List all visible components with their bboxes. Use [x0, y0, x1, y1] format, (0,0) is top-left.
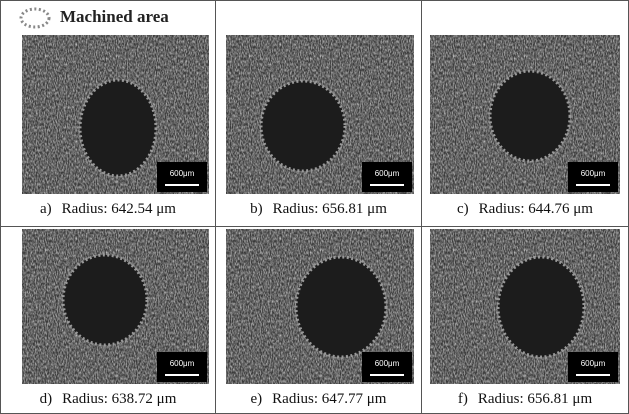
legend-label: Machined area [60, 7, 169, 27]
panel-label: d) [40, 391, 53, 407]
panel-label: b) [250, 201, 263, 217]
scale-label: 600μm [170, 169, 195, 178]
caption: b) Radius: 656.81 μm [215, 201, 422, 218]
micrograph: 600μm [430, 35, 620, 194]
caption-text: Radius: 656.81 μm [478, 391, 592, 407]
caption-text: Radius: 656.81 μm [273, 201, 387, 217]
micrograph: 600μm [430, 229, 620, 384]
panel-label: a) [40, 201, 52, 217]
caption: f) Radius: 656.81 μm [421, 391, 629, 408]
panel-label: c) [457, 201, 469, 217]
scale-label: 600μm [375, 169, 400, 178]
scale-label: 600μm [581, 169, 606, 178]
caption-text: Radius: 644.76 μm [479, 201, 593, 217]
micrograph: 600μm [22, 35, 209, 194]
figure: Machined area 600μm a) Radius: 642.54 μm 60… [0, 0, 629, 414]
legend-icon [18, 6, 52, 30]
micrograph: 600μm [226, 229, 414, 384]
caption-text: Radius: 647.77 μm [272, 391, 386, 407]
scale-label: 600μm [581, 359, 606, 368]
panel-label: f) [458, 391, 468, 407]
micrograph: 600μm [226, 35, 414, 194]
caption: d) Radius: 638.72 μm [0, 391, 216, 408]
scale-label: 600μm [375, 359, 400, 368]
caption: e) Radius: 647.77 μm [215, 391, 422, 408]
machined-spot [296, 257, 386, 357]
caption-text: Radius: 638.72 μm [62, 391, 176, 407]
micrograph: 600μm [22, 229, 209, 384]
caption-text: Radius: 642.54 μm [62, 201, 176, 217]
caption: a) Radius: 642.54 μm [0, 201, 216, 218]
panel-label: e) [251, 391, 263, 407]
scale-label: 600μm [170, 359, 195, 368]
caption: c) Radius: 644.76 μm [421, 201, 629, 218]
